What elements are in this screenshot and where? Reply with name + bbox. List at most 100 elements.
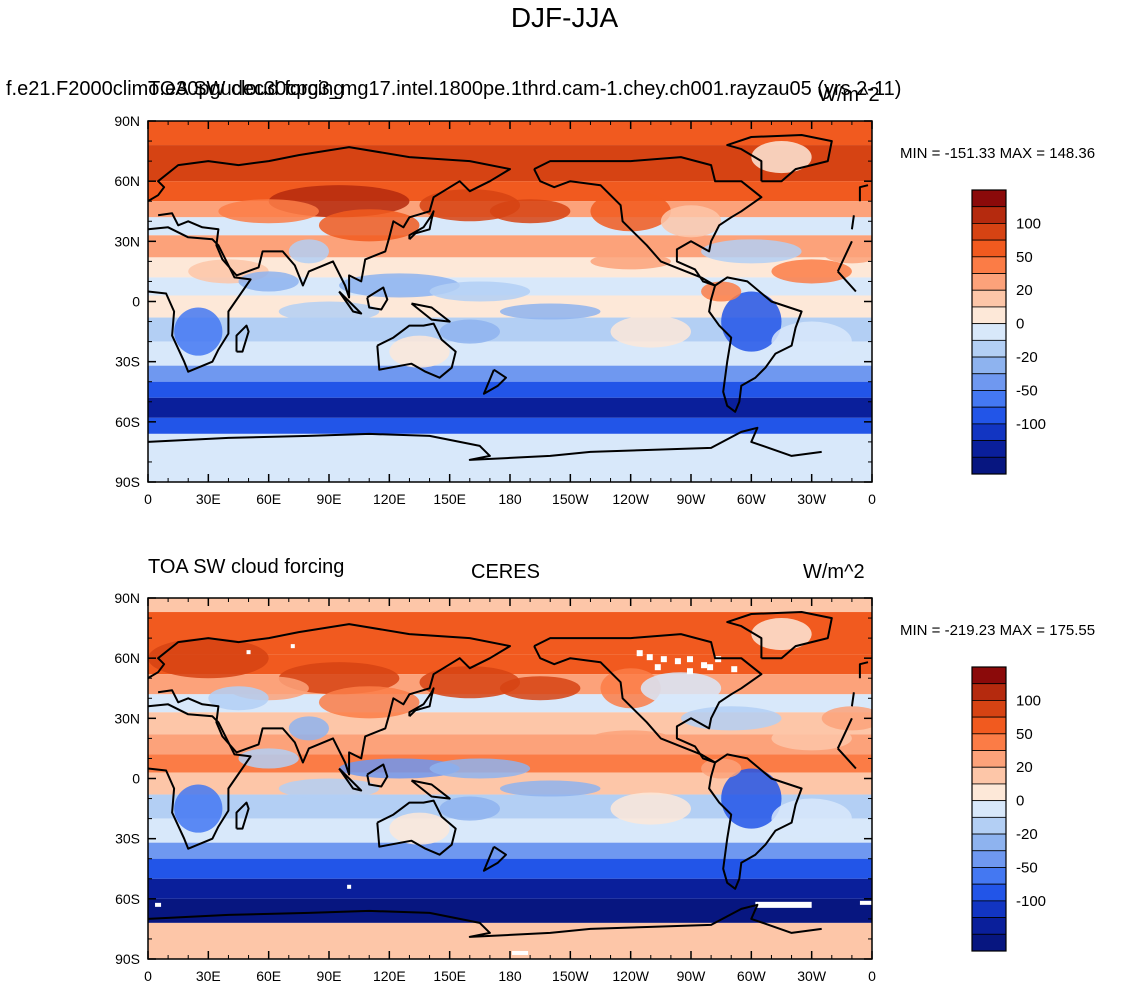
colorbar-swatch xyxy=(971,239,1007,258)
panel1-lon-label: 30W xyxy=(797,491,827,507)
colorbar-label: -20 xyxy=(1016,349,1038,366)
colorbar-label: -50 xyxy=(1016,382,1038,399)
panel1-coastlines xyxy=(148,134,869,461)
panel1-lon-label: 120W xyxy=(612,491,649,507)
colorbar-label: -100 xyxy=(1016,893,1046,910)
panel1-lat-label: 90S xyxy=(115,474,140,490)
colorbar-swatch xyxy=(971,456,1007,475)
colorbar-swatch xyxy=(971,406,1007,425)
panel1-minmax: MIN = -151.33 MAX = 148.36 xyxy=(900,145,1096,162)
colorbar-swatch xyxy=(971,189,1007,208)
colorbar-swatch xyxy=(971,423,1007,441)
colorbar-swatch xyxy=(971,833,1007,852)
colorbar-swatch xyxy=(971,867,1007,885)
colorbar-label: 20 xyxy=(1016,282,1033,299)
colorbar-swatch xyxy=(971,223,1007,241)
figure-title: DJF-JJA xyxy=(510,2,619,33)
panel2-lat-label: 30S xyxy=(115,831,140,847)
panel2-lat-label: 60S xyxy=(115,891,140,907)
colorbar-swatch xyxy=(971,273,1007,291)
colorbar-swatch xyxy=(971,339,1007,358)
colorbar-swatch xyxy=(971,683,1007,701)
colorbar-swatch xyxy=(971,800,1007,818)
colorbar-swatch xyxy=(971,883,1007,902)
panel2-lat-label: 0 xyxy=(132,771,140,787)
panel1-lat-label: 30S xyxy=(115,354,140,370)
colorbar-label: 20 xyxy=(1016,759,1033,776)
panel1-lat-label: 60N xyxy=(114,173,140,189)
panel1-lon-label: 0 xyxy=(868,491,876,507)
panel2-lon-label: 30W xyxy=(797,968,827,984)
colorbar-label: -50 xyxy=(1016,859,1038,876)
colorbar-label: 0 xyxy=(1016,316,1024,333)
panel2-lon-label: 60W xyxy=(737,968,767,984)
colorbar-swatch xyxy=(971,917,1007,935)
colorbar-swatch xyxy=(971,206,1007,224)
panel1-lon-label: 30E xyxy=(196,491,221,507)
colorbar-swatch xyxy=(971,306,1007,325)
panel2-lon-label: 120E xyxy=(373,968,406,984)
panel1-lon-label: 90W xyxy=(677,491,707,507)
panel1-colorbar: 100 50 20 0 -20 -50 -100 xyxy=(971,189,1046,475)
panel2-lon-label: 120W xyxy=(612,968,649,984)
colorbar-swatch xyxy=(971,700,1007,718)
colorbar-label: 0 xyxy=(1016,793,1024,810)
panel2-center-string: CERES xyxy=(471,561,540,583)
colorbar-label: 100 xyxy=(1016,692,1041,709)
colorbar-swatch xyxy=(971,716,1007,735)
colorbar-swatch xyxy=(971,733,1007,751)
colorbar-swatch xyxy=(971,933,1007,952)
panel1-lat-label: 0 xyxy=(132,294,140,310)
panel1-lon-label: 180 xyxy=(498,491,522,507)
panel2-lon-label: 0 xyxy=(868,968,876,984)
colorbar-swatch xyxy=(971,373,1007,391)
colorbar-label: -100 xyxy=(1016,416,1046,433)
panel2-units: W/m^2 xyxy=(803,561,865,583)
colorbar-label: 50 xyxy=(1016,249,1033,266)
panel2-lon-label: 150W xyxy=(552,968,589,984)
colorbar-swatch xyxy=(971,256,1007,274)
panel2-lon-label: 180 xyxy=(498,968,522,984)
panel2-lon-label: 30E xyxy=(196,968,221,984)
colorbar-label: -20 xyxy=(1016,826,1038,843)
colorbar-swatch xyxy=(971,666,1007,685)
colorbar-swatch xyxy=(971,390,1007,408)
panel1-lat-label: 60S xyxy=(115,414,140,430)
colorbar-swatch xyxy=(971,850,1007,868)
panel1-lon-label: 150W xyxy=(552,491,589,507)
panel2-lon-label: 0 xyxy=(144,968,152,984)
colorbar-swatch xyxy=(971,766,1007,785)
panel2-lat-label: 60N xyxy=(114,650,140,666)
panel1-lon-label: 150E xyxy=(433,491,466,507)
panel2-lon-label: 150E xyxy=(433,968,466,984)
panel1-lat-label: 90N xyxy=(114,113,140,129)
panel1-field xyxy=(148,121,872,482)
colorbar-swatch xyxy=(971,323,1007,341)
colorbar-swatch xyxy=(971,816,1007,835)
panel2-colorbar: 100 50 20 0 -20 -50 -100 xyxy=(971,666,1046,952)
panel1-lon-label: 60E xyxy=(256,491,281,507)
colorbar-swatch xyxy=(971,900,1007,918)
colorbar-swatch xyxy=(971,750,1007,768)
panel2-lon-label: 90E xyxy=(317,968,342,984)
panel1-units: W/m^2 xyxy=(818,84,880,106)
colorbar-swatch xyxy=(971,289,1007,308)
panel2-field xyxy=(148,598,872,959)
panel2-minmax: MIN = -219.23 MAX = 175.55 xyxy=(900,622,1096,639)
panel2-lat-label: 90S xyxy=(115,951,140,967)
colorbar-swatch xyxy=(971,356,1007,375)
panel2-lon-label: 60E xyxy=(256,968,281,984)
panel2-lon-label: 90W xyxy=(677,968,707,984)
panel2-lat-label: 90N xyxy=(114,590,140,606)
panel2-lat-label: 30N xyxy=(114,710,140,726)
colorbar-swatch xyxy=(971,783,1007,802)
panel1-left-string: f.e21.F2000climo.e30pgudec30cpg3_mg17.in… xyxy=(6,78,902,100)
colorbar-label: 100 xyxy=(1016,215,1041,232)
panel1-lon-label: 60W xyxy=(737,491,767,507)
panel1-lon-label: 90E xyxy=(317,491,342,507)
colorbar-label: 50 xyxy=(1016,726,1033,743)
panel1-lat-label: 30N xyxy=(114,233,140,249)
